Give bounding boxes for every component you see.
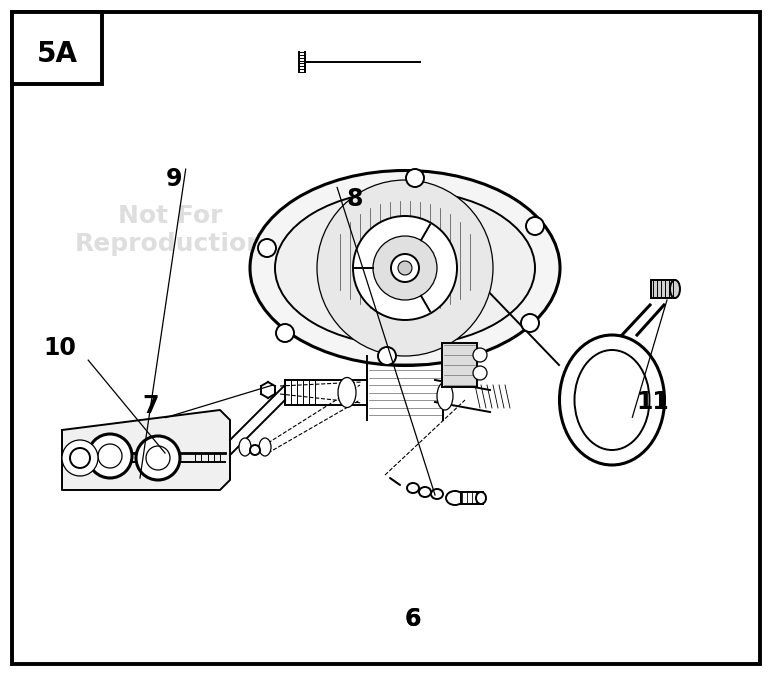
Circle shape (473, 366, 487, 380)
Ellipse shape (670, 280, 680, 298)
Ellipse shape (275, 191, 535, 345)
Circle shape (526, 217, 544, 235)
Ellipse shape (239, 438, 251, 456)
Ellipse shape (338, 377, 356, 408)
Bar (651, 280, 675, 298)
Circle shape (258, 239, 276, 257)
Ellipse shape (577, 352, 647, 448)
Ellipse shape (419, 487, 431, 497)
Text: 8: 8 (347, 187, 364, 212)
Polygon shape (62, 410, 230, 490)
Text: 6: 6 (405, 606, 422, 631)
Ellipse shape (250, 170, 560, 366)
Circle shape (276, 324, 294, 342)
Circle shape (136, 436, 180, 480)
Bar (461, 492, 483, 504)
Circle shape (250, 445, 260, 455)
Ellipse shape (476, 492, 486, 504)
Text: 9: 9 (165, 167, 182, 191)
Ellipse shape (431, 489, 443, 499)
Circle shape (473, 348, 487, 362)
Circle shape (391, 254, 419, 282)
Text: 11: 11 (636, 390, 669, 414)
Bar (12, 12, 102, 84)
Text: Reproduction: Reproduction (75, 233, 265, 256)
Ellipse shape (407, 483, 419, 493)
Ellipse shape (437, 382, 453, 410)
Text: Not For: Not For (117, 204, 222, 228)
Ellipse shape (574, 350, 649, 450)
Text: 5A: 5A (36, 40, 77, 68)
Circle shape (398, 261, 412, 275)
Circle shape (521, 314, 539, 332)
Circle shape (62, 440, 98, 476)
Circle shape (373, 236, 437, 300)
Circle shape (88, 434, 132, 478)
Text: 6: 6 (405, 606, 422, 631)
Ellipse shape (259, 438, 271, 456)
Circle shape (353, 216, 457, 320)
Circle shape (406, 169, 424, 187)
Circle shape (378, 347, 396, 365)
Circle shape (317, 180, 493, 356)
Text: 7: 7 (142, 393, 159, 418)
Bar (442, 343, 477, 387)
Text: 10: 10 (44, 336, 76, 360)
Ellipse shape (446, 491, 464, 505)
